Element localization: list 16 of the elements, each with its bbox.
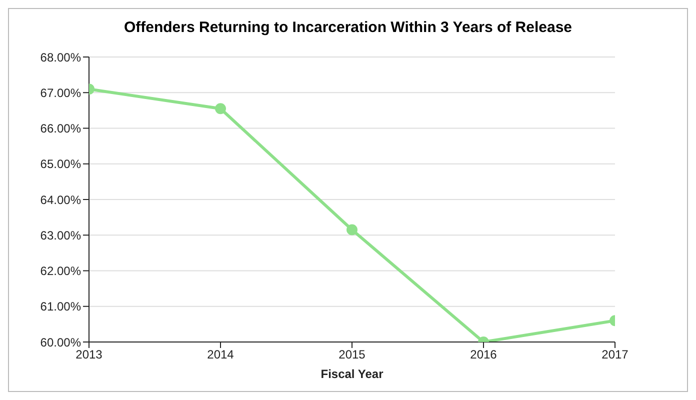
y-tick-label: 67.00% — [40, 86, 82, 100]
x-tick-label: 2015 — [338, 348, 366, 362]
x-tick-label: 2017 — [602, 348, 629, 362]
x-tick-label: 2016 — [470, 348, 498, 362]
y-tick-label: 68.00% — [40, 50, 82, 64]
y-tick-label: 64.00% — [40, 192, 82, 207]
y-tick-label: 62.00% — [40, 264, 82, 278]
y-tick-label: 63.00% — [40, 228, 82, 242]
x-axis-title: Fiscal Year — [320, 367, 384, 381]
y-tick-label: 60.00% — [40, 335, 82, 350]
y-tick-label: 65.00% — [40, 157, 82, 172]
x-tick-label: 2013 — [76, 348, 103, 362]
y-tick-label: 61.00% — [40, 300, 82, 314]
y-tick-label: 66.00% — [40, 122, 82, 136]
chart-title: Offenders Returning to Incarceration Within 3 Years of Release — [122, 18, 574, 38]
x-tick-label: 2014 — [207, 348, 234, 362]
